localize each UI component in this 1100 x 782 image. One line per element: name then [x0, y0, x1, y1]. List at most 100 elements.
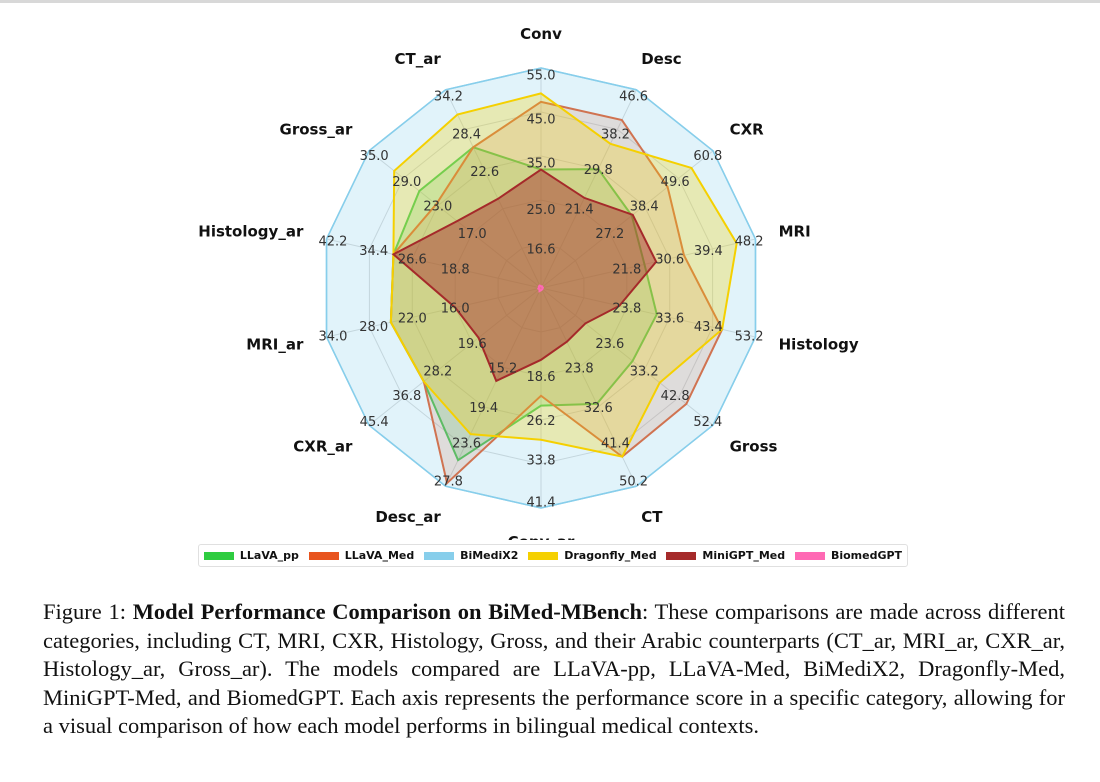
grid-spoke	[540, 287, 714, 426]
tick-label: 23.8	[565, 361, 594, 376]
grid-spoke	[445, 287, 542, 487]
grid-spoke	[540, 287, 756, 338]
tick-label: 23.0	[423, 200, 452, 215]
figure-caption: Figure 1: Model Performance Comparison o…	[43, 598, 1065, 741]
grid-spoke	[540, 287, 637, 487]
tick-label: 27.2	[595, 227, 624, 242]
grid-spoke	[445, 89, 542, 289]
tick-label: 34.4	[359, 244, 388, 259]
grid-spoke	[368, 150, 542, 289]
tick-label: 35.0	[527, 157, 556, 172]
tick-label: 43.4	[694, 320, 723, 335]
category-label: CXR_ar	[293, 437, 353, 455]
tick-label: 60.8	[693, 149, 722, 164]
series-minigpt-med	[391, 168, 658, 383]
legend-label: LLaVA_pp	[239, 549, 299, 562]
tick-label: 32.6	[584, 401, 613, 416]
radar-svg: 16.6 25.0 35.0 45.0 55.0 21.4 29.8 38.2 46.6 27.2…	[198, 25, 859, 540]
tick-label: 36.8	[392, 389, 421, 404]
tick-label: 27.8	[434, 474, 463, 489]
tick-label: 26.6	[398, 253, 427, 268]
tick-label: 42.8	[661, 389, 690, 404]
tick-label: 18.6	[527, 370, 556, 385]
category-label: CT_ar	[395, 50, 442, 68]
legend-label: LLaVA_Med	[344, 549, 415, 562]
category-label: Desc	[641, 50, 681, 68]
tick-label: 22.0	[398, 311, 427, 326]
legend: LLaVA_pp LLaVA_Med BiMediX2 Dragonfly_Med Mi…	[198, 544, 908, 567]
series-llava-pp	[389, 146, 658, 462]
tick-label: 52.4	[693, 415, 722, 430]
tick-label: 28.4	[452, 127, 481, 142]
grid-spoke	[326, 287, 542, 338]
category-label: Conv_ar	[508, 533, 575, 540]
tick-label: 33.8	[527, 454, 556, 469]
tick-label: 33.2	[630, 364, 659, 379]
legend-item: BiMediX2	[424, 549, 518, 562]
grid-spoke	[326, 238, 542, 289]
tick-label: 17.0	[458, 227, 487, 242]
tick-label: 16.0	[441, 302, 470, 317]
tick-label: 22.6	[470, 165, 499, 180]
tick-label: 23.8	[612, 302, 641, 317]
category-label: Desc_ar	[375, 508, 441, 526]
tick-label: 23.6	[452, 437, 481, 452]
tick-label: 34.2	[434, 90, 463, 105]
tick-label: 41.4	[527, 495, 556, 510]
tick-label: 25.0	[527, 203, 556, 218]
tick-label: 19.6	[458, 337, 487, 352]
tick-label: 46.6	[619, 90, 648, 105]
tick-label: 23.6	[595, 337, 624, 352]
tick-label: 38.2	[601, 127, 630, 142]
legend-item: Dragonfly_Med	[528, 549, 657, 562]
legend-item: BiomedGPT	[794, 549, 903, 562]
legend-swatch	[203, 551, 234, 560]
legend-swatch	[794, 551, 825, 560]
legend-item: LLaVA_Med	[308, 549, 415, 562]
series-dragonfly-med	[389, 92, 738, 458]
tick-label: 49.6	[661, 175, 690, 190]
tick-label: 21.8	[612, 262, 641, 277]
tick-label: 42.2	[318, 235, 347, 250]
category-label: CT	[641, 508, 663, 526]
category-label: MRI	[779, 222, 811, 240]
category-label: Histology	[779, 336, 859, 354]
category-label: Conv	[520, 25, 562, 43]
grid-spoke	[540, 89, 637, 289]
category-label: CXR	[730, 121, 765, 139]
tick-label: 29.0	[392, 175, 421, 190]
tick-label: 19.4	[469, 401, 498, 416]
caption-body: : These comparisons are made across diff…	[43, 599, 1066, 738]
tick-label: 55.0	[527, 69, 556, 84]
tick-label: 53.2	[735, 329, 764, 344]
legend-label: Dragonfly_Med	[564, 549, 657, 562]
grid-spoke	[540, 238, 756, 289]
tick-label: 45.4	[360, 415, 389, 430]
tick-label: 34.0	[318, 329, 347, 344]
category-label: MRI_ar	[246, 336, 304, 354]
legend-label: BiomedGPT	[830, 549, 903, 562]
radar-chart: 16.6 25.0 35.0 45.0 55.0 21.4 29.8 38.2 46.6 27.2…	[198, 25, 908, 567]
legend-item: LLaVA_pp	[203, 549, 299, 562]
grid-spoke	[368, 287, 542, 426]
legend-item: MiniGPT_Med	[666, 549, 785, 562]
tick-label: 48.2	[735, 235, 764, 250]
legend-label: MiniGPT_Med	[702, 549, 786, 562]
series-llava-med	[389, 100, 724, 486]
tick-label: 21.4	[565, 203, 594, 218]
tick-label: 16.6	[527, 242, 556, 257]
legend-swatch	[666, 551, 697, 560]
tick-label: 33.6	[655, 311, 684, 326]
legend-swatch	[308, 551, 339, 560]
tick-label: 28.2	[423, 364, 452, 379]
legend-label: BiMediX2	[460, 549, 519, 562]
tick-label: 18.8	[441, 262, 470, 277]
tick-label: 30.6	[655, 253, 684, 268]
category-label: Gross	[730, 437, 778, 455]
tick-label: 41.4	[601, 437, 630, 452]
series-biomedgpt	[537, 284, 544, 293]
tick-label: 29.8	[584, 163, 613, 178]
tick-label: 50.2	[619, 474, 648, 489]
legend-swatch	[424, 551, 455, 560]
legend-swatch	[528, 551, 559, 560]
